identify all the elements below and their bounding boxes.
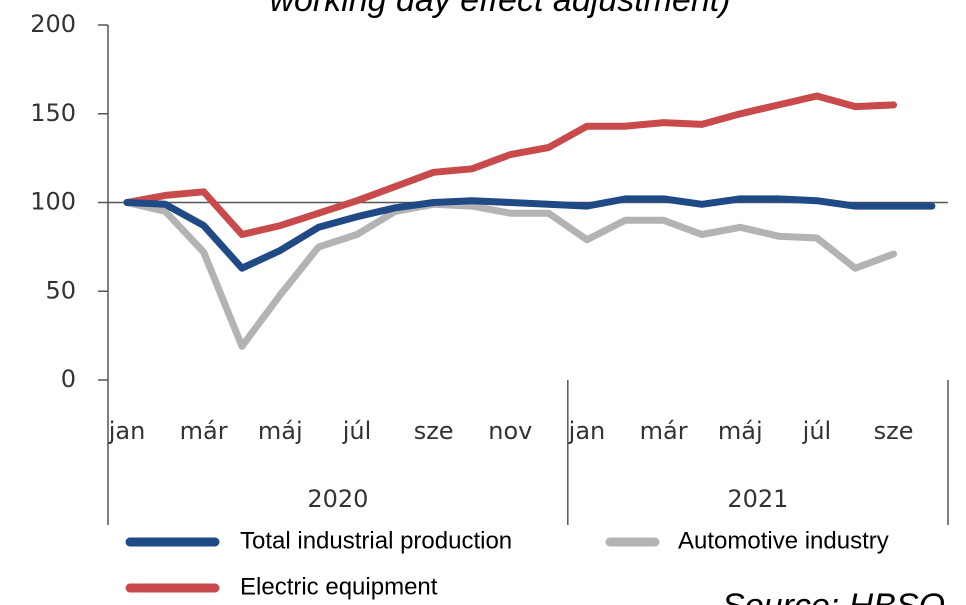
legend-label: Automotive industry [678, 527, 889, 554]
year-label: 2020 [307, 485, 368, 513]
legend-label: Total industrial production [240, 527, 512, 554]
y-tick-label: 0 [61, 365, 76, 393]
series-line [123, 195, 936, 272]
x-tick-label: már [180, 417, 228, 445]
y-tick-label: 100 [30, 188, 76, 216]
source: Source: HBSO [722, 587, 945, 605]
legend-label: Electric equipment [240, 573, 438, 600]
x-tick-label: nov [488, 417, 532, 445]
x-tick-label: júl [802, 417, 832, 445]
y-tick-label: 200 [30, 10, 76, 38]
x-tick-label: júl [342, 417, 372, 445]
series-line [123, 92, 898, 238]
x-tick-label: máj [718, 417, 763, 445]
chart-title: working day effect adjustment) [269, 0, 730, 19]
x-tick-label: jan [568, 417, 606, 445]
x-tick-label: sze [874, 417, 914, 445]
x-tick-label: sze [414, 417, 454, 445]
year-label: 2021 [727, 485, 788, 513]
x-tick-label: máj [258, 417, 303, 445]
x-tick-label: jan [108, 417, 146, 445]
y-tick-label: 150 [30, 99, 76, 127]
y-tick-label: 50 [45, 276, 76, 304]
x-tick-label: már [640, 417, 688, 445]
series-line [123, 199, 898, 350]
